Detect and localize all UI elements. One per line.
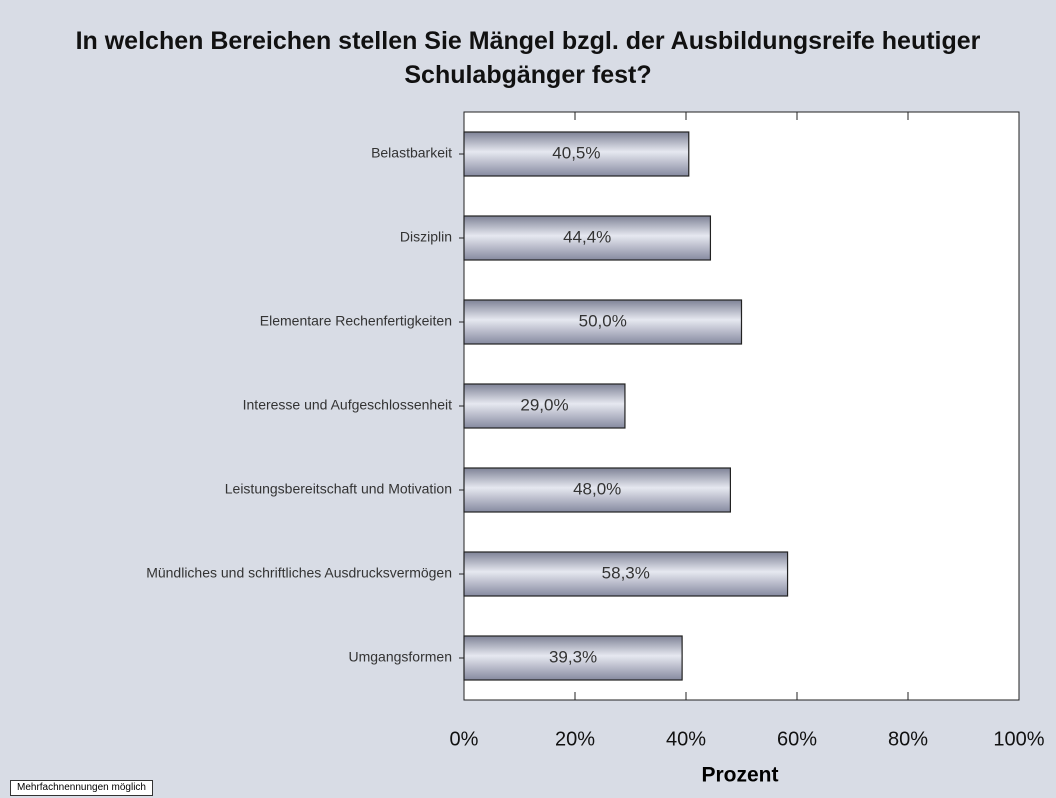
- y-tick-label: Leistungsbereitschaft und Motivation: [225, 481, 452, 497]
- y-tick-label: Elementare Rechenfertigkeiten: [260, 313, 452, 329]
- value-label: 50,0%: [579, 311, 627, 330]
- value-label: 48,0%: [573, 479, 621, 498]
- bar: [463, 131, 690, 177]
- value-label: 39,3%: [549, 647, 597, 666]
- x-tick-label: 20%: [555, 728, 595, 750]
- value-label: 29,0%: [520, 395, 568, 414]
- bar: [463, 467, 731, 513]
- bar: [463, 299, 743, 345]
- footnote: Mehrfachnennungen möglich: [10, 780, 153, 796]
- bar: [463, 215, 712, 261]
- bar: [463, 383, 626, 429]
- bar: [463, 551, 789, 597]
- x-tick-label: 100%: [993, 728, 1044, 750]
- y-tick-label: Interesse und Aufgeschlossenheit: [243, 397, 452, 413]
- value-label: 40,5%: [552, 143, 600, 162]
- chart-title: In welchen Bereichen stellen Sie Mängel …: [75, 27, 981, 89]
- y-tick-label: Disziplin: [400, 229, 452, 245]
- y-tick-label: Belastbarkeit: [371, 145, 452, 161]
- value-label: 58,3%: [602, 563, 650, 582]
- x-tick-label: 60%: [777, 728, 817, 750]
- y-tick-label: Umgangsformen: [349, 649, 453, 665]
- x-axis-label: Prozent: [701, 764, 778, 787]
- x-tick-label: 0%: [450, 728, 479, 750]
- x-tick-label: 80%: [888, 728, 928, 750]
- bar: [463, 635, 683, 681]
- x-tick-label: 40%: [666, 728, 706, 750]
- value-label: 44,4%: [563, 227, 611, 246]
- y-tick-label: Mündliches und schriftliches Ausdrucksve…: [146, 565, 452, 581]
